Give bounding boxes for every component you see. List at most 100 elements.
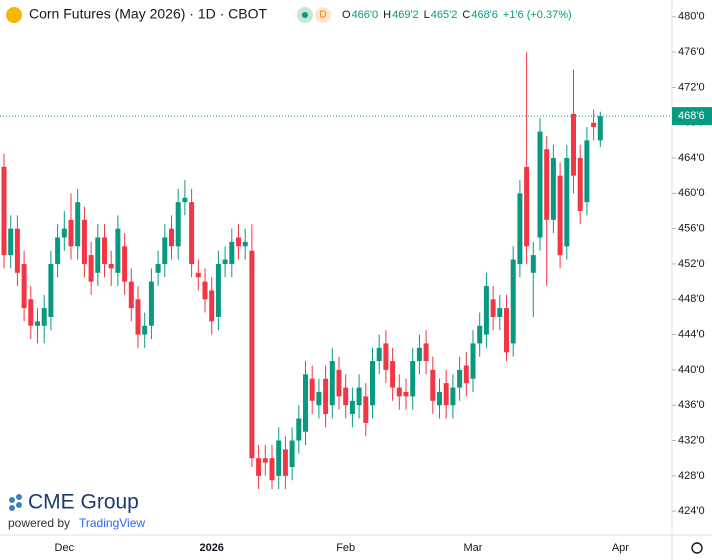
candle-body xyxy=(162,237,168,264)
ohlc-label: O xyxy=(342,9,351,21)
candle-body xyxy=(510,259,516,344)
candle-body xyxy=(416,347,422,362)
candle-body xyxy=(189,202,195,264)
candle-body xyxy=(236,237,241,247)
candle-body xyxy=(68,219,74,247)
y-tick-label: 480'0 xyxy=(678,11,705,23)
candle-body xyxy=(349,400,355,415)
candle-body xyxy=(383,343,389,370)
ohlc-label: C xyxy=(462,9,470,21)
candle-body xyxy=(597,116,603,141)
candle-body xyxy=(169,228,174,247)
candle-body xyxy=(390,361,396,388)
candle-body xyxy=(537,131,543,238)
ohlc-value: 468'6 xyxy=(471,9,498,21)
logo-dot xyxy=(16,494,22,500)
candle-body xyxy=(102,237,107,264)
symbol-icon xyxy=(6,7,22,23)
candle-body xyxy=(410,361,416,397)
candle-body xyxy=(35,321,40,326)
candle-body xyxy=(282,449,288,476)
candle-body xyxy=(262,458,268,463)
candle-body xyxy=(215,263,221,317)
candle-body xyxy=(530,255,536,273)
candle-body xyxy=(8,228,14,256)
candle-body xyxy=(249,250,255,459)
candle-body xyxy=(61,228,67,238)
candle-body xyxy=(276,440,282,476)
candle-body xyxy=(28,299,34,326)
x-tick-label: Apr xyxy=(612,542,629,554)
candle-body xyxy=(309,378,315,401)
plot xyxy=(1,52,603,490)
status-dot xyxy=(302,12,308,18)
candle-body xyxy=(55,237,61,264)
candle-body xyxy=(269,458,275,481)
y-tick-label: 476'0 xyxy=(678,46,705,58)
y-tick-label: 444'0 xyxy=(678,329,705,341)
candle-body xyxy=(95,237,101,273)
candle-body xyxy=(41,308,47,326)
candle-body xyxy=(289,440,295,468)
y-tick-label: 456'0 xyxy=(678,223,705,235)
candle-body xyxy=(396,387,402,397)
candle-body xyxy=(370,361,375,406)
chart-title: Corn Futures (May 2026) · 1D · CBOT xyxy=(29,6,268,22)
candle-body xyxy=(524,166,530,247)
candle-body xyxy=(128,281,134,309)
candle-body xyxy=(463,365,469,384)
candle-body xyxy=(490,299,496,317)
logo-provider: TradingView xyxy=(79,516,145,530)
x-tick-label: Feb xyxy=(336,542,355,554)
candle-body xyxy=(577,158,583,211)
y-tick-label: 448'0 xyxy=(678,293,705,305)
badge-bg xyxy=(315,7,331,23)
candle-body xyxy=(182,197,188,203)
candle-body xyxy=(88,255,94,282)
interval-badge: D xyxy=(319,10,326,21)
candle-body xyxy=(356,387,362,406)
candle-body xyxy=(229,241,235,264)
logo-dot xyxy=(9,497,15,503)
candle-body xyxy=(108,263,114,269)
y-tick-label: 472'0 xyxy=(678,81,705,93)
candle-body xyxy=(222,259,228,264)
candle-body xyxy=(115,228,121,273)
candle-body xyxy=(296,418,302,441)
x-tick-label: 2026 xyxy=(199,542,223,554)
candle-body xyxy=(450,387,456,406)
change: +1'6 (+0.37%) xyxy=(503,9,572,21)
logo-brand: CME Group xyxy=(28,491,139,514)
candle-body xyxy=(376,347,382,362)
ohlc-legend: O 466'0 H 469'2 L 465'2 C 468'6 +1'6 (+0.37%) xyxy=(342,9,572,21)
candle-body xyxy=(14,228,20,273)
y-tick-label: 460'0 xyxy=(678,187,705,199)
candle-body xyxy=(483,286,489,335)
candle-body xyxy=(437,391,442,406)
candle-body xyxy=(363,396,369,423)
candle-body xyxy=(175,202,181,247)
candle-body xyxy=(323,378,329,415)
candle-body xyxy=(316,391,322,406)
candle-body xyxy=(21,263,27,309)
candle-body xyxy=(155,263,161,273)
candle-body xyxy=(336,369,342,397)
candle-body xyxy=(497,308,503,317)
y-tick-label: 436'0 xyxy=(678,399,705,411)
ohlc-value: 469'2 xyxy=(392,9,419,21)
candle-body xyxy=(195,272,201,278)
header: Corn Futures (May 2026) · 1D · CBOT D O 4… xyxy=(6,6,572,23)
candle-body xyxy=(470,343,476,379)
candle-body xyxy=(75,202,81,247)
candle-body xyxy=(571,113,576,176)
candle-body xyxy=(142,325,148,335)
candle-body xyxy=(591,122,597,128)
candle-body xyxy=(343,387,349,406)
candle-body xyxy=(443,383,449,406)
candle-body xyxy=(122,246,128,282)
candle-body xyxy=(135,299,141,335)
candle-body xyxy=(81,219,87,264)
y-tick-label: 432'0 xyxy=(678,434,705,446)
settings-icon[interactable] xyxy=(691,542,703,554)
